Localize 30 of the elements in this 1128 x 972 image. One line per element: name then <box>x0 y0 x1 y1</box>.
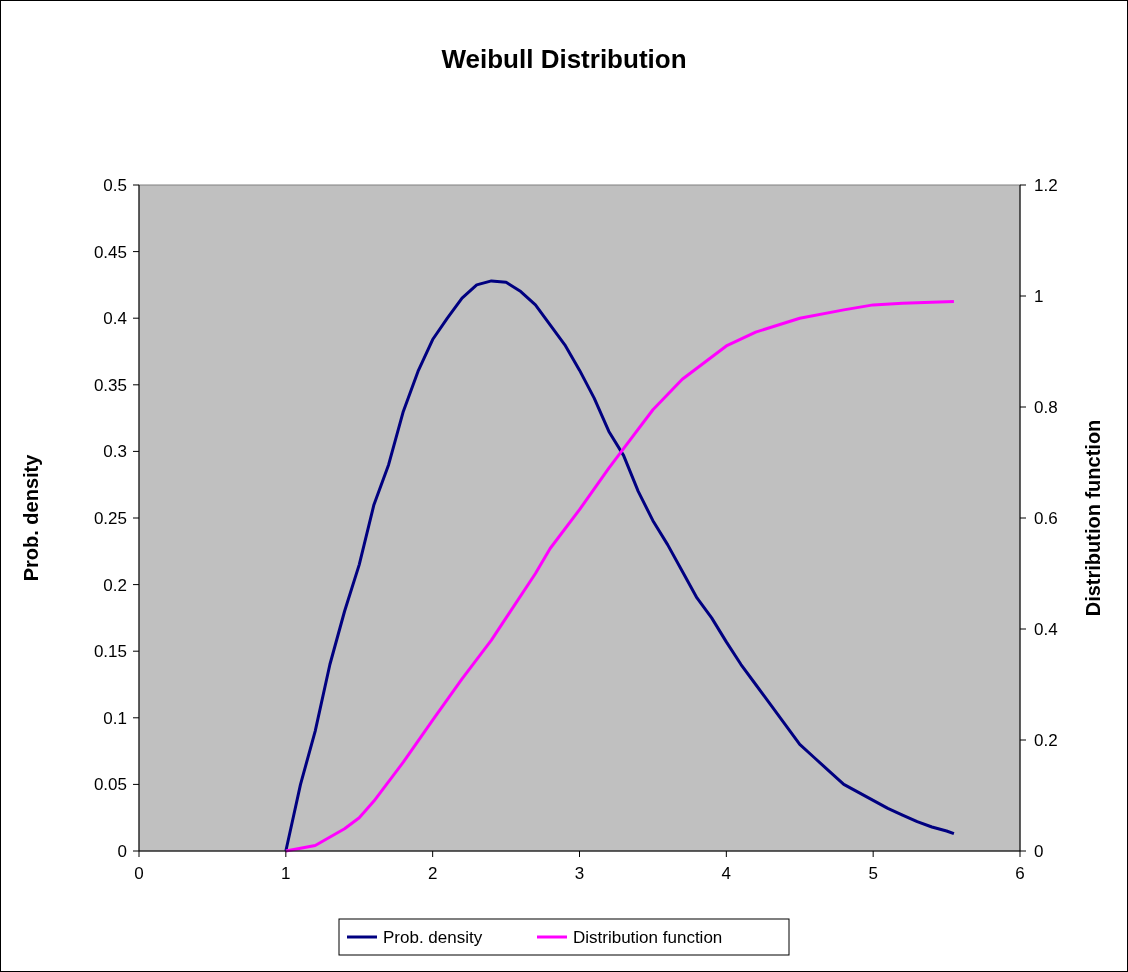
legend-label: Distribution function <box>573 928 723 947</box>
y-axis-title: Prob. density <box>20 453 42 582</box>
y2-tick-label: 1 <box>1034 287 1044 306</box>
y-tick-label: 0.1 <box>103 708 127 728</box>
x-tick-label: 1 <box>281 864 291 883</box>
y2-tick-label: 0.8 <box>1034 398 1058 417</box>
y-tick-label: 0.4 <box>103 309 127 329</box>
y-tick-label: 0 <box>117 842 127 861</box>
y-tick-label: 0.3 <box>103 442 127 462</box>
y-tick-label: 0.2 <box>103 575 127 595</box>
x-tick-label: 6 <box>1015 864 1025 883</box>
y-tick-label: 0.15 <box>93 642 127 662</box>
y2-tick-label: 0.6 <box>1034 509 1058 528</box>
chart-title: Weibull Distribution <box>441 44 687 74</box>
y-tick-label: 0.25 <box>93 509 127 528</box>
y-tick-label: 0.45 <box>93 242 127 262</box>
y2-tick-label: 0.2 <box>1034 731 1058 750</box>
y2-tick-label: 0.4 <box>1034 620 1058 639</box>
x-tick-label: 5 <box>868 864 878 883</box>
y2-tick-label: 1.2 <box>1034 176 1058 195</box>
y2-tick-label: 0 <box>1034 842 1044 861</box>
y-tick-label: 0.05 <box>93 775 127 795</box>
y2-axis-title: Distribution function <box>1082 419 1104 617</box>
x-tick-label: 0 <box>134 864 144 883</box>
x-tick-label: 4 <box>721 864 732 883</box>
legend-label: Prob. density <box>383 928 483 947</box>
x-tick-label: 2 <box>427 864 438 883</box>
y-tick-label: 0.35 <box>93 375 127 395</box>
x-tick-label: 3 <box>574 864 585 883</box>
y-tick-label: 0.5 <box>103 176 127 195</box>
